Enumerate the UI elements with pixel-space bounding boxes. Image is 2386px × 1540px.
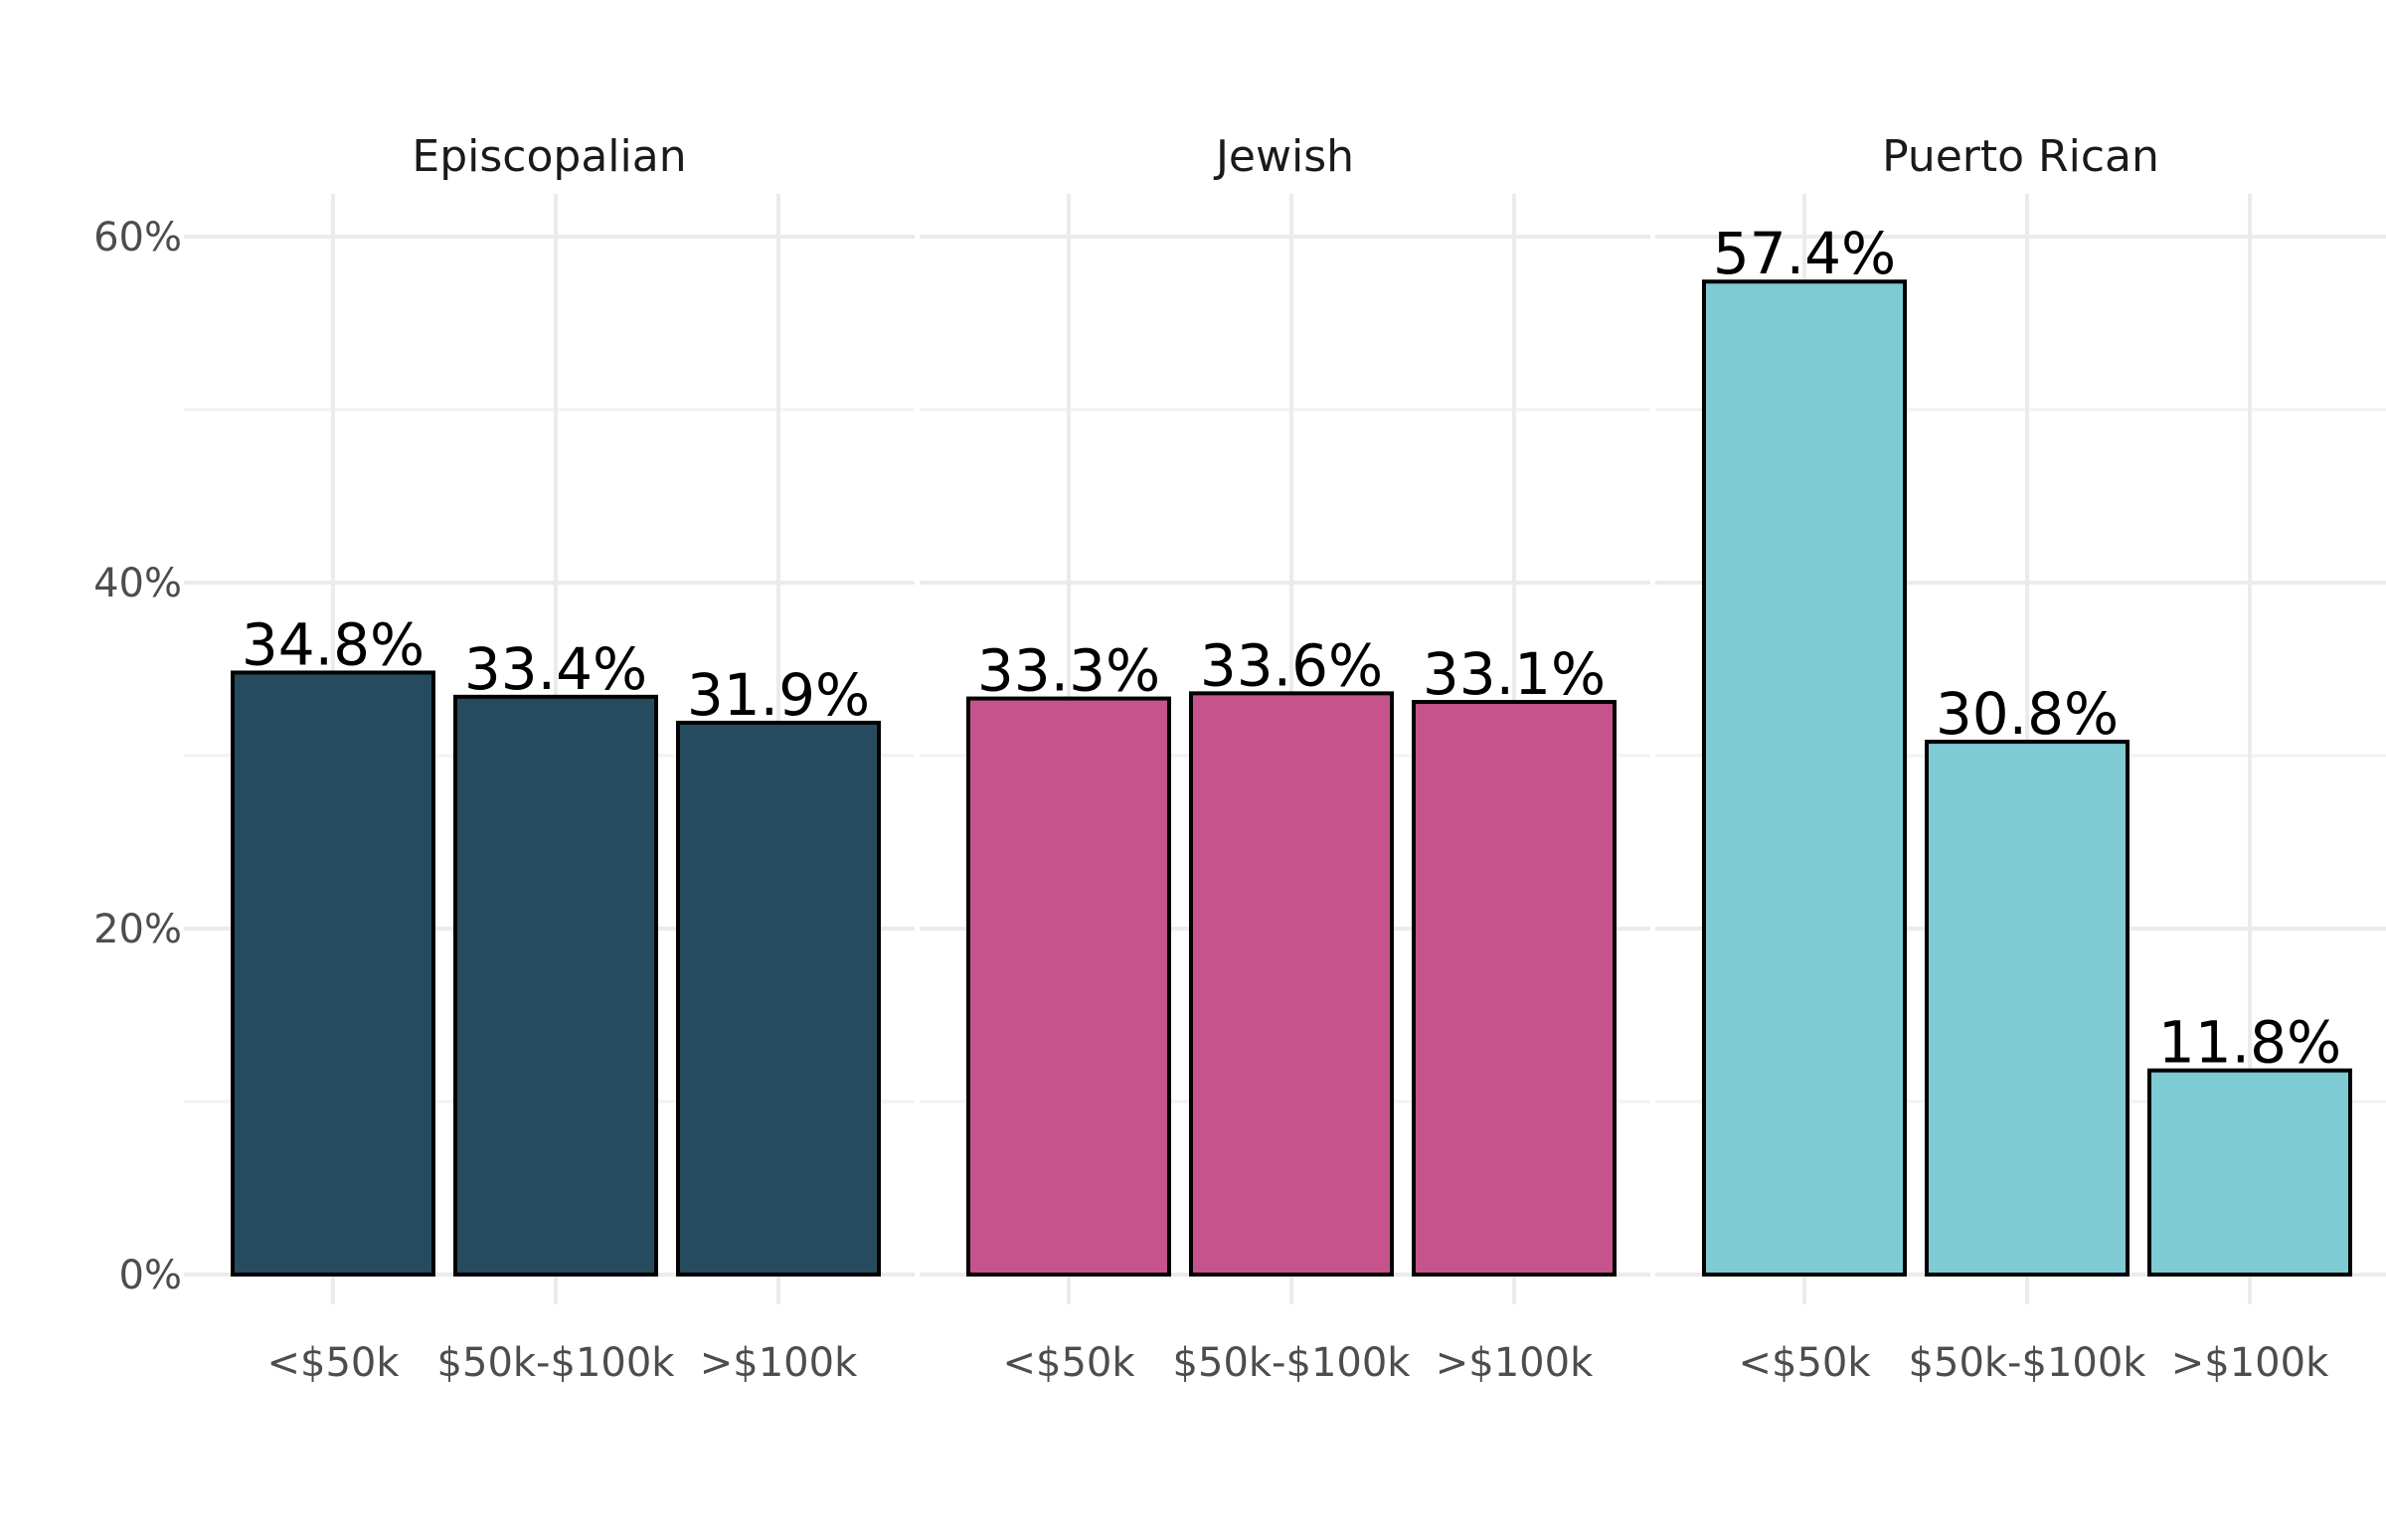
data-label: 30.8%	[1936, 680, 2119, 748]
facet-title: Jewish	[1213, 131, 1354, 182]
data-label: 34.8%	[242, 610, 425, 678]
bar	[1702, 279, 1907, 1277]
data-label: 31.9%	[687, 661, 870, 729]
x-tick-label: >$100k	[700, 1340, 858, 1386]
facet-panels: Episcopalian 34.8% <$50k 33.4% $50k-$100k 31.…	[184, 131, 2386, 1386]
bar	[1189, 691, 1394, 1277]
data-label: 33.6%	[1200, 631, 1383, 699]
bar	[2147, 1068, 2352, 1278]
bar	[966, 696, 1171, 1277]
data-label: 33.1%	[1423, 640, 1606, 708]
bar	[231, 670, 435, 1277]
x-tick-label: >$100k	[1436, 1340, 1594, 1386]
x-tick-label: $50k-$100k	[1909, 1340, 2147, 1386]
facet-panel-episcopalian: Episcopalian 34.8% <$50k 33.4% $50k-$100k 31.…	[184, 131, 915, 1386]
y-tick-label: 20%	[93, 907, 182, 952]
bar	[1925, 740, 2130, 1277]
bar	[676, 720, 881, 1277]
facet-title: Puerto Rican	[1882, 131, 2159, 182]
facet-panel-puerto-rican: Puerto Rican 57.4% <$50k 30.8% $50k-$100k 11.…	[1655, 131, 2386, 1386]
facet-title: Episcopalian	[412, 131, 686, 182]
data-label: 33.4%	[464, 635, 647, 703]
x-tick-label: $50k-$100k	[1173, 1340, 1412, 1386]
y-tick-label: 0%	[119, 1253, 182, 1298]
x-tick-label: >$100k	[2171, 1340, 2329, 1386]
x-tick-label: <$50k	[1002, 1340, 1135, 1386]
data-label: 57.4%	[1713, 220, 1896, 287]
data-label: 11.8%	[2158, 1009, 2341, 1077]
y-axis: 0% 20% 40% 60%	[93, 215, 182, 1298]
x-tick-label: <$50k	[1738, 1340, 1871, 1386]
x-tick-label: $50k-$100k	[437, 1340, 676, 1386]
bar	[1412, 700, 1617, 1277]
data-label: 33.3%	[977, 637, 1160, 705]
y-tick-label: 40%	[93, 561, 182, 606]
y-tick-label: 60%	[93, 215, 182, 260]
facet-panel-jewish: Jewish 33.3% <$50k 33.6% $50k-$100k 33.1% >$10…	[920, 131, 1650, 1386]
bar	[453, 694, 658, 1277]
x-tick-label: <$50k	[266, 1340, 400, 1386]
